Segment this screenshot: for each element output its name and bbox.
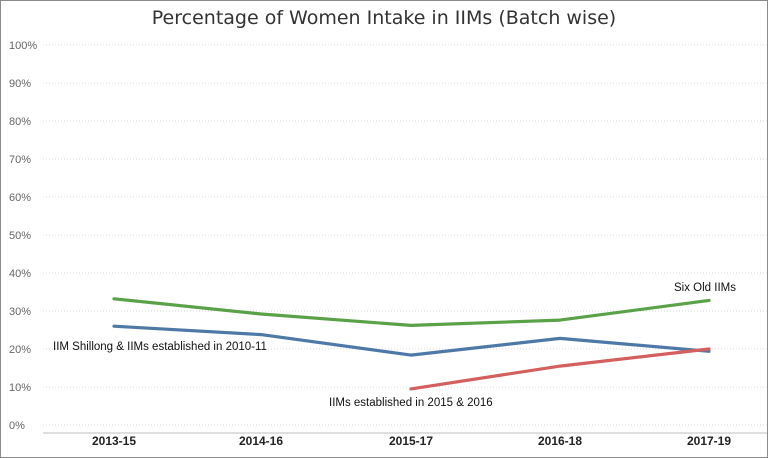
y-tick-label: 50%	[9, 230, 31, 242]
y-tick-label: 100%	[9, 40, 37, 52]
x-tick-label: 2017-19	[687, 434, 731, 448]
y-tick-label: 60%	[9, 192, 31, 204]
series-annotation-2: IIM Shillong & IIMs established in 2010-…	[53, 341, 267, 353]
y-tick-label: 30%	[9, 306, 31, 318]
y-tick-label: 0%	[9, 420, 25, 432]
series-line-2	[112, 324, 711, 357]
y-tick-label: 80%	[9, 116, 31, 128]
chart-title: Percentage of Women Intake in IIMs (Batc…	[151, 7, 617, 29]
y-tick-label: 40%	[9, 268, 31, 280]
y-tick-label: 70%	[9, 154, 31, 166]
series-line-1	[112, 297, 711, 327]
y-tick-label: 20%	[9, 344, 31, 356]
x-tick-label: 2015-17	[389, 434, 433, 448]
x-tick-label: 2016-18	[538, 434, 582, 448]
x-tick-label: 2014-16	[239, 434, 283, 448]
series-annotation-3: IIMs established in 2015 & 2016	[329, 397, 493, 409]
y-tick-label: 90%	[9, 78, 31, 90]
series-line-3	[409, 347, 711, 391]
series-annotation-1: Six Old IIMs	[674, 282, 736, 294]
x-tick-label: 2013-15	[92, 434, 136, 448]
y-tick-label: 10%	[9, 382, 31, 394]
